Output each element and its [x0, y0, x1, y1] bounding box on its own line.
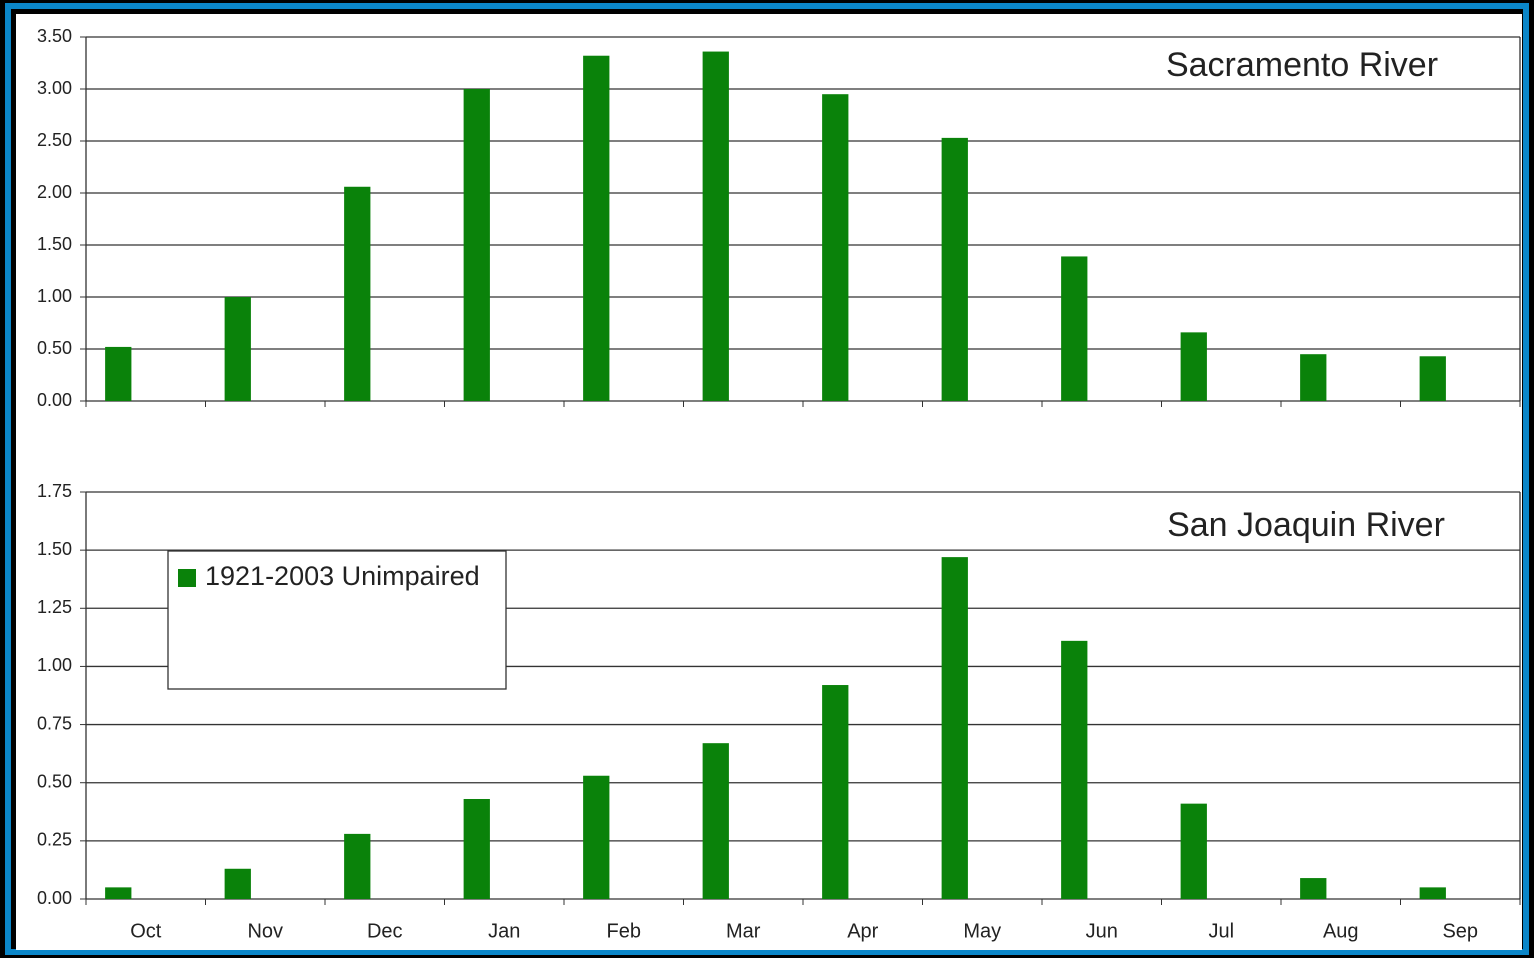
- x-tick-label: Jun: [1086, 920, 1118, 942]
- bar: [105, 346, 132, 401]
- x-tick-label: Aug: [1323, 920, 1359, 942]
- y-tick-label: 1.50: [37, 234, 72, 254]
- bar: [1180, 803, 1207, 899]
- bar: [463, 89, 490, 401]
- bar: [1300, 878, 1327, 899]
- y-tick-label: 1.50: [37, 539, 72, 559]
- bar: [1180, 332, 1207, 401]
- bar: [224, 868, 251, 899]
- y-tick-label: 3.00: [37, 78, 72, 98]
- x-tick-label: Dec: [367, 920, 403, 942]
- chart-title: Sacramento River: [1166, 46, 1438, 84]
- bar: [941, 137, 968, 401]
- x-tick-label: Feb: [607, 920, 641, 942]
- x-tick-label: Jul: [1208, 920, 1234, 942]
- y-tick-label: 0.75: [37, 713, 72, 733]
- bar: [941, 557, 968, 899]
- bar: [1061, 640, 1088, 899]
- legend-label: 1921-2003 Unimpaired: [205, 561, 480, 591]
- legend: [167, 550, 507, 690]
- y-tick-label: 3.50: [37, 26, 72, 46]
- bar: [224, 297, 251, 401]
- bar: [1419, 356, 1446, 401]
- y-tick-label: 1.00: [37, 286, 72, 306]
- bar: [1300, 354, 1327, 401]
- y-tick-label: 1.25: [37, 597, 72, 617]
- y-tick-label: 0.50: [37, 338, 72, 358]
- bar: [702, 743, 729, 899]
- bar: [105, 887, 132, 899]
- x-tick-label: May: [963, 920, 1001, 942]
- x-tick-label: Jan: [488, 920, 520, 942]
- y-tick-label: 0.00: [37, 390, 72, 410]
- chart-area: [16, 14, 1522, 950]
- x-tick-label: Oct: [130, 920, 162, 942]
- x-tick-label: Sep: [1442, 920, 1478, 942]
- bar: [583, 55, 610, 401]
- y-tick-label: 0.25: [37, 830, 72, 850]
- y-tick-label: 0.50: [37, 771, 72, 791]
- bar: [1419, 887, 1446, 899]
- bar: [583, 775, 610, 899]
- bar: [822, 685, 849, 899]
- x-tick-label: Apr: [847, 920, 878, 942]
- bar: [822, 94, 849, 401]
- bar: [344, 186, 371, 401]
- bar: [344, 833, 371, 899]
- y-tick-label: 0.00: [37, 888, 72, 908]
- bar: [463, 798, 490, 899]
- y-tick-label: 2.50: [37, 130, 72, 150]
- x-tick-label: Mar: [726, 920, 761, 942]
- bar: [702, 51, 729, 402]
- y-tick-label: 1.75: [37, 481, 72, 501]
- y-tick-label: 1.00: [37, 655, 72, 675]
- x-tick-label: Nov: [247, 920, 283, 942]
- bar: [1061, 256, 1088, 401]
- chart-title: San Joaquin River: [1167, 506, 1445, 544]
- y-tick-label: 2.00: [37, 182, 72, 202]
- frame: [5, 3, 1529, 955]
- legend-swatch: [178, 569, 196, 587]
